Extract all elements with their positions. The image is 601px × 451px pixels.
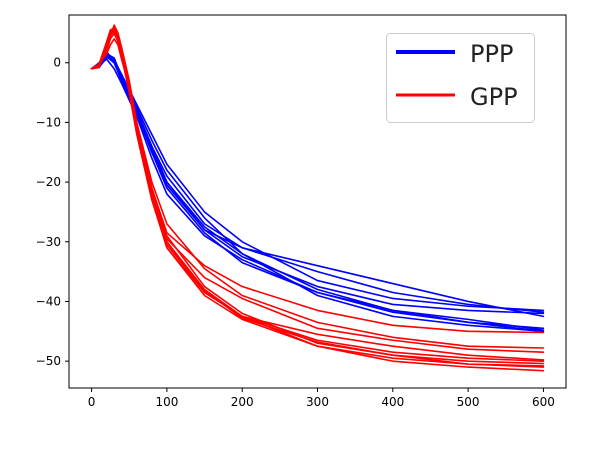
y-tick-label: −10 — [36, 115, 61, 129]
x-tick-label: 600 — [532, 395, 555, 409]
x-tick-label: 0 — [88, 395, 96, 409]
legend-label-ppp: PPP — [470, 40, 513, 68]
y-tick-label: −40 — [36, 294, 61, 308]
axes-layer: 0 100 200 300 400 500 600 0 −10 −20 −30 −40 −50 — [36, 14, 567, 409]
series-line-ppp-7 — [90, 54, 545, 333]
series-line-ppp-6 — [90, 55, 545, 318]
x-tick-label: 500 — [457, 395, 480, 409]
legend: PPP GPP — [386, 33, 535, 123]
series-line-gpp-17 — [90, 29, 545, 365]
series-line-ppp-5 — [90, 58, 545, 330]
legend-box — [386, 33, 535, 123]
y-tick-label: 0 — [53, 56, 61, 70]
y-tick-label: −50 — [36, 354, 61, 368]
legend-label-gpp: GPP — [470, 83, 518, 111]
x-tick-label: 400 — [381, 395, 404, 409]
series-layer — [90, 24, 545, 372]
series-line-ppp-8 — [90, 52, 545, 315]
x-tick-label: 200 — [231, 395, 254, 409]
x-tick-label: 300 — [306, 395, 329, 409]
y-tick-label: −20 — [36, 175, 61, 189]
x-tick-label: 100 — [155, 395, 178, 409]
y-tick-label: −30 — [36, 235, 61, 249]
